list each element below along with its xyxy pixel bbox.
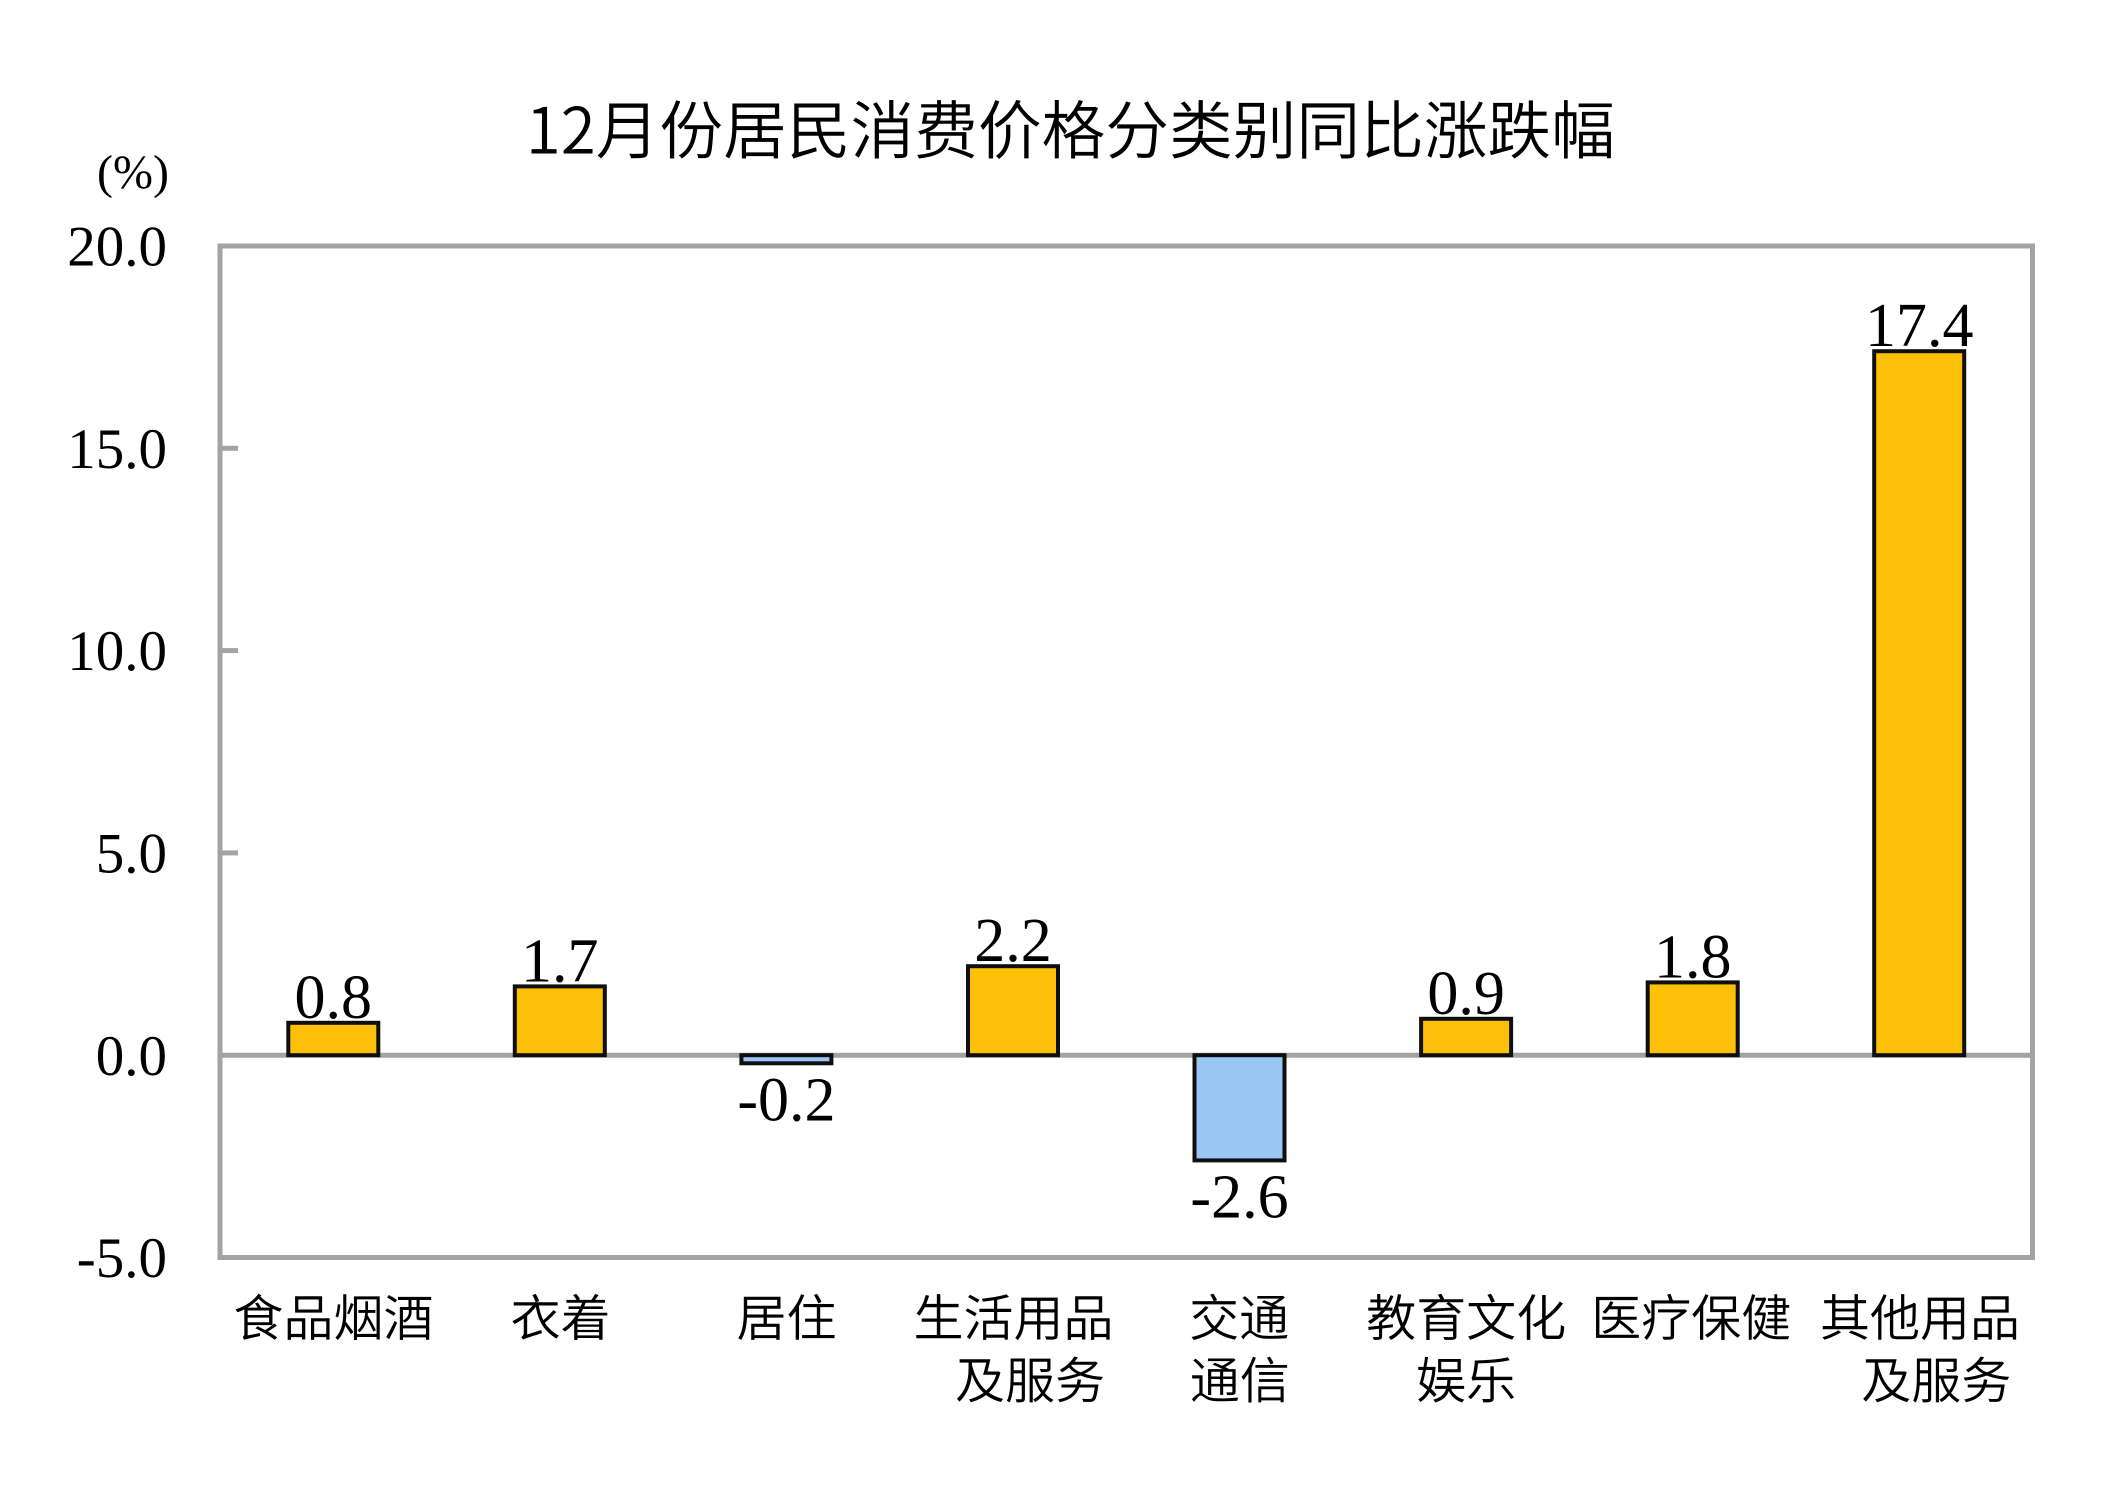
svg-text:-0.2: -0.2 <box>737 1066 835 1134</box>
svg-text:10.0: 10.0 <box>67 620 167 683</box>
svg-text:0.0: 0.0 <box>96 1025 167 1088</box>
svg-text:2.2: 2.2 <box>974 907 1052 975</box>
svg-text:(%): (%) <box>97 146 169 199</box>
svg-text:15.0: 15.0 <box>67 418 167 481</box>
svg-text:-5.0: -5.0 <box>77 1227 167 1290</box>
svg-text:1.7: 1.7 <box>521 927 599 995</box>
svg-text:5.0: 5.0 <box>96 823 167 886</box>
svg-text:1.8: 1.8 <box>1654 923 1732 991</box>
svg-text:20.0: 20.0 <box>67 216 167 279</box>
svg-text:17.4: 17.4 <box>1865 292 1974 360</box>
svg-text:-2.6: -2.6 <box>1190 1163 1288 1231</box>
svg-text:0.9: 0.9 <box>1427 960 1505 1028</box>
svg-text:0.8: 0.8 <box>295 964 373 1032</box>
